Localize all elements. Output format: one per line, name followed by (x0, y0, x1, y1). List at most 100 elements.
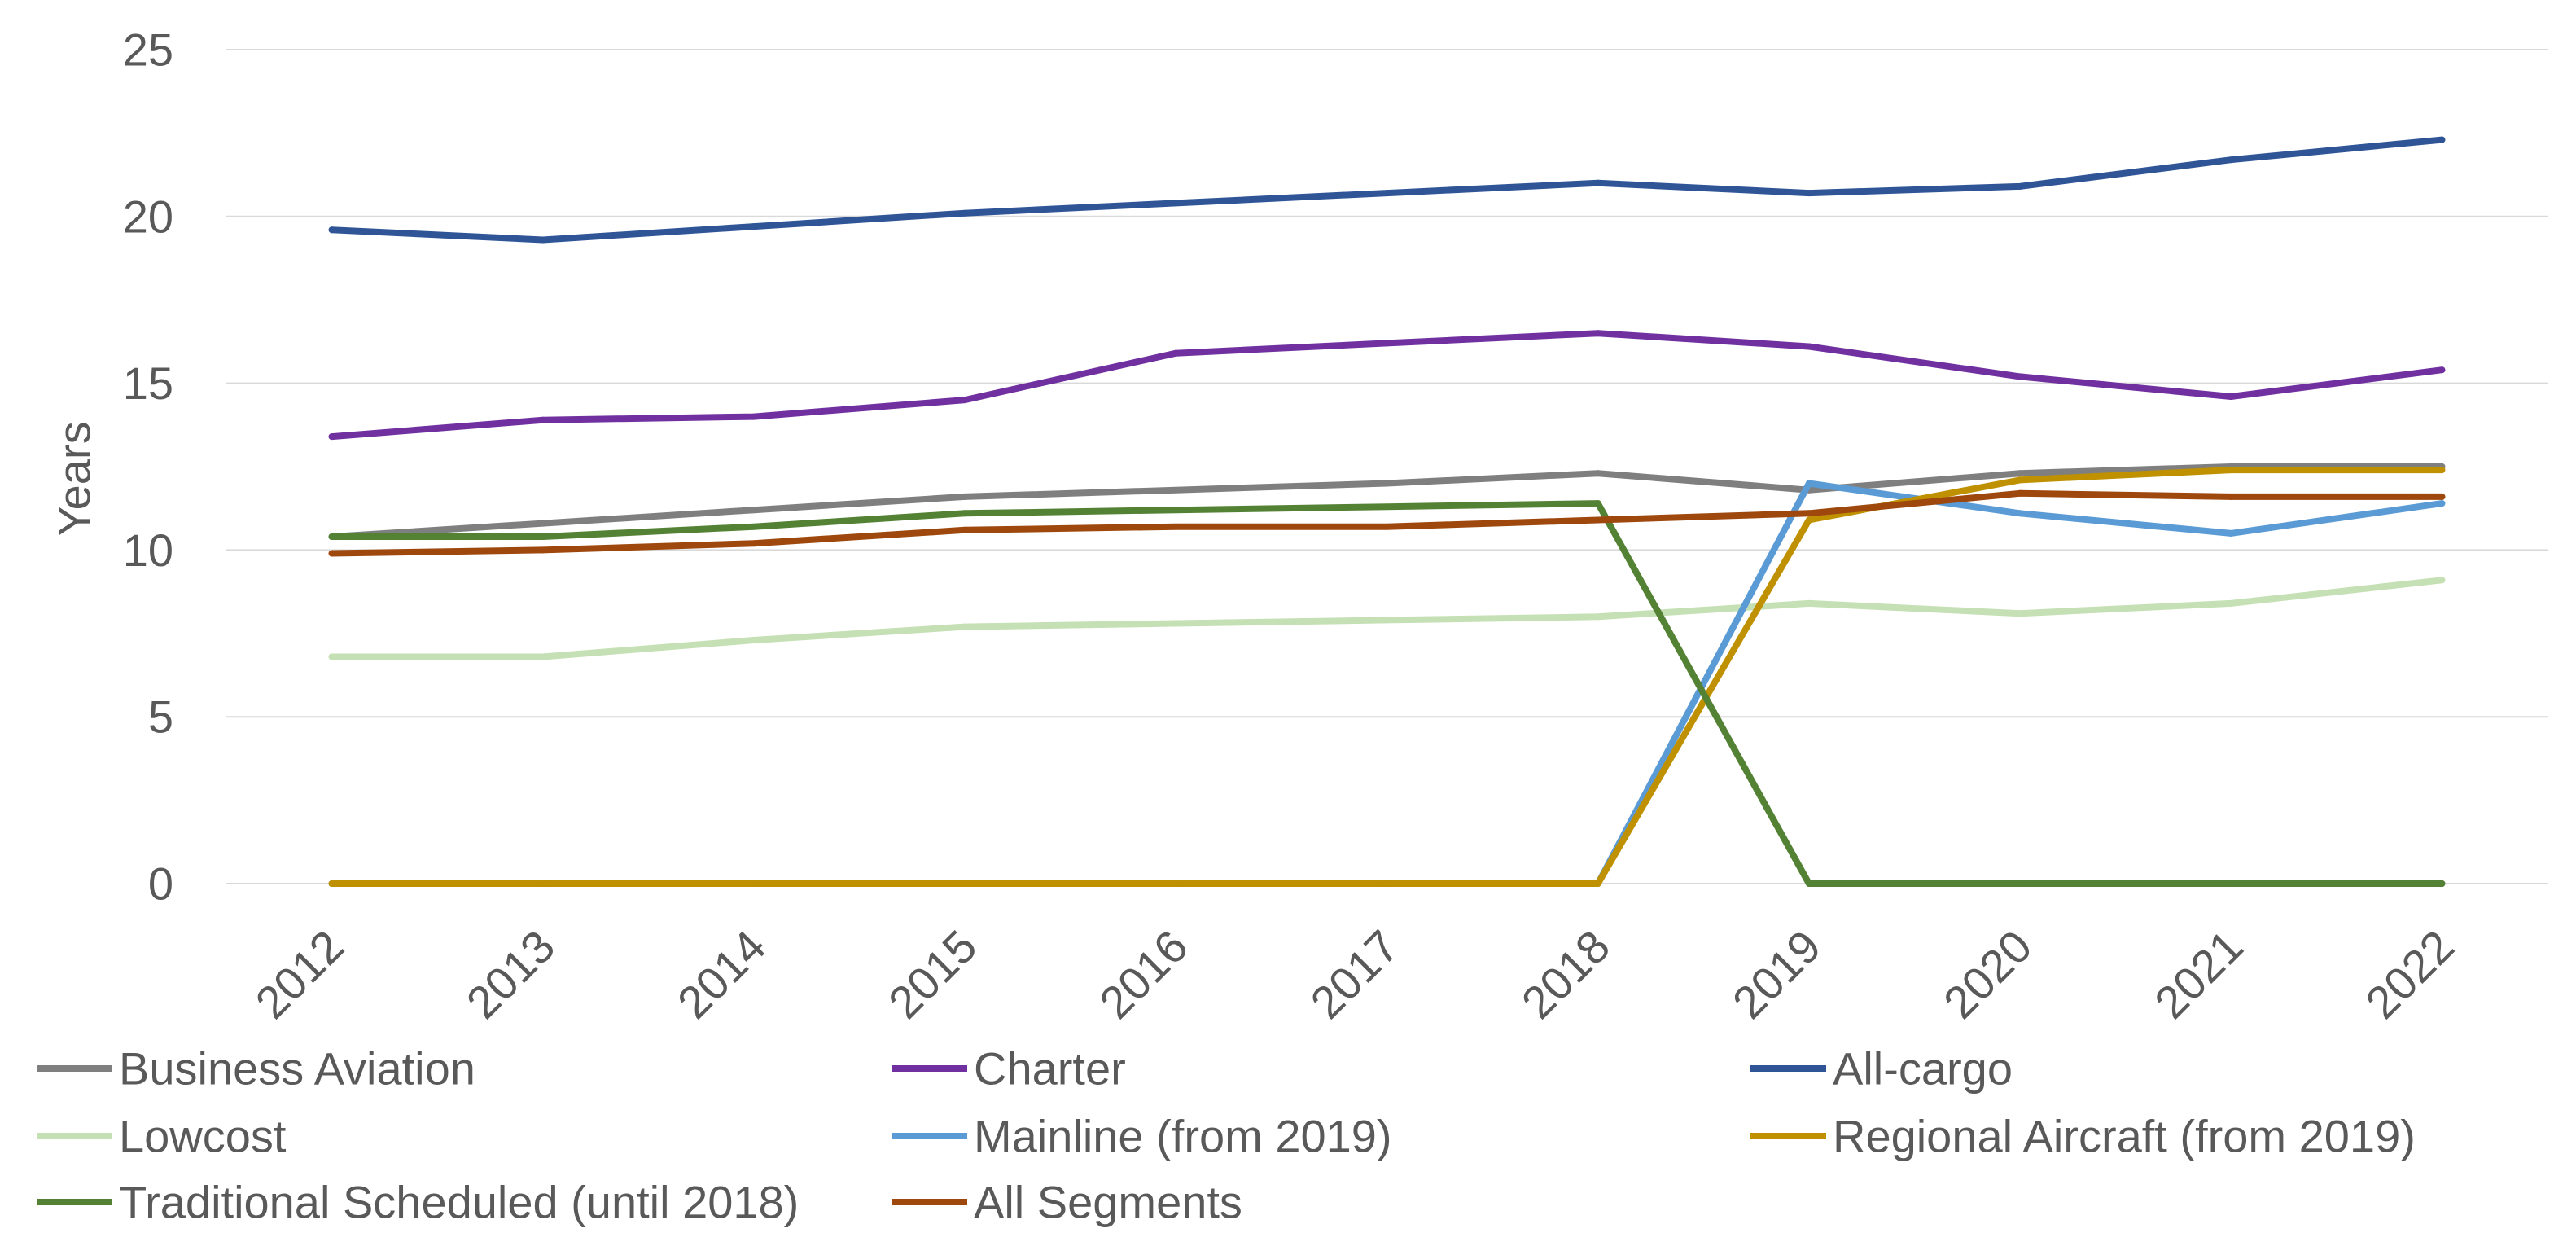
data-point-traditional-scheduled-until-2018-2014 (751, 523, 757, 530)
data-point-all-cargo-2020 (2017, 182, 2023, 190)
legend-item-all-cargo: All-cargo (1750, 1043, 2013, 1095)
legend-item-business-aviation: Business Aviation (37, 1043, 475, 1095)
series-line-charter (328, 330, 2446, 441)
data-point-mainline-from-2019-2021 (2228, 529, 2235, 537)
legend-label: Charter (974, 1043, 1126, 1095)
data-point-lowcost-2015 (962, 623, 969, 630)
data-point-all-segments-2021 (2228, 493, 2235, 500)
y-tick-label: 10 (123, 524, 173, 576)
series-line-traditional-scheduled-until-2018 (328, 500, 2446, 887)
data-point-traditional-scheduled-until-2018-2020 (2017, 880, 2023, 887)
data-point-regional-aircraft-from-2019-2012 (328, 880, 335, 887)
data-point-traditional-scheduled-until-2018-2013 (539, 533, 546, 540)
data-point-charter-2015 (962, 397, 969, 404)
data-point-charter-2014 (751, 413, 757, 420)
data-point-regional-aircraft-from-2019-2013 (539, 880, 546, 887)
y-tick-label: 15 (123, 358, 173, 409)
data-point-lowcost-2021 (2228, 599, 2235, 607)
data-point-traditional-scheduled-until-2018-2022 (2438, 880, 2446, 887)
data-point-all-cargo-2018 (1594, 179, 1601, 186)
x-tick-label: 2021 (2144, 920, 2253, 1029)
legend-label: Mainline (from 2019) (974, 1111, 1392, 1162)
series-lowcost (328, 577, 2446, 660)
legend-item-lowcost: Lowcost (37, 1111, 287, 1162)
legend-label: All-cargo (1833, 1043, 2013, 1095)
x-tick-label: 2016 (1089, 920, 1198, 1029)
x-tick-label: 2017 (1300, 920, 1408, 1029)
data-point-traditional-scheduled-until-2018-2017 (1383, 503, 1391, 511)
data-point-traditional-scheduled-until-2018-2018 (1594, 500, 1601, 507)
series-traditional-scheduled-until-2018 (328, 500, 2446, 887)
x-tick-label: 2014 (668, 920, 776, 1029)
data-point-regional-aircraft-from-2019-2017 (1383, 880, 1391, 887)
data-point-all-cargo-2015 (962, 209, 969, 217)
data-point-mainline-from-2019-2022 (2438, 500, 2446, 507)
data-point-business-aviation-2013 (539, 520, 546, 527)
data-point-lowcost-2014 (751, 637, 757, 643)
data-point-all-segments-2014 (751, 540, 757, 547)
series-line-all-cargo (328, 136, 2446, 244)
legend-label: Lowcost (119, 1111, 287, 1162)
data-point-business-aviation-2020 (2017, 470, 2023, 477)
data-point-traditional-scheduled-until-2018-2019 (1805, 880, 1812, 887)
y-tick-label: 20 (123, 191, 173, 242)
data-point-all-segments-2022 (2438, 493, 2446, 500)
series-business-aviation (328, 463, 2446, 540)
data-point-charter-2018 (1594, 330, 1601, 337)
legend-label: All Segments (974, 1177, 1242, 1228)
series-all-segments (328, 489, 2446, 557)
legend-label: Traditional Scheduled (until 2018) (119, 1177, 799, 1228)
legend: Business Aviation Charter All-cargo Lowcost… (37, 1043, 2416, 1228)
data-point-regional-aircraft-from-2019-2020 (2017, 476, 2023, 484)
data-point-all-segments-2019 (1805, 510, 1812, 517)
series-all-cargo (328, 136, 2446, 244)
y-tick-label: 5 (148, 691, 173, 743)
data-point-all-cargo-2012 (328, 226, 335, 234)
y-tick-label: 25 (123, 24, 173, 76)
legend-item-mainline-from-2019: Mainline (from 2019) (892, 1111, 1392, 1162)
data-point-lowcost-2017 (1383, 616, 1391, 624)
data-point-charter-2019 (1805, 343, 1812, 350)
data-point-all-cargo-2014 (751, 223, 757, 230)
data-point-business-aviation-2014 (751, 507, 757, 514)
data-point-all-segments-2012 (328, 550, 335, 557)
series-regional-aircraft-from-2019 (328, 467, 2446, 887)
x-tick-label: 2015 (878, 920, 987, 1029)
legend-item-all-segments: All Segments (892, 1177, 1242, 1228)
x-axis-tick-labels: 2012 2013 2014 2015 2016 2017 2018 2019 2020 2021… (245, 920, 2463, 1029)
x-tick-label: 2019 (1723, 920, 1831, 1029)
data-point-all-cargo-2017 (1383, 190, 1391, 197)
data-point-traditional-scheduled-until-2018-2012 (328, 533, 335, 540)
series-mainline-from-2019 (328, 480, 2446, 887)
data-point-lowcost-2022 (2438, 577, 2446, 584)
data-point-lowcost-2012 (328, 653, 335, 660)
data-point-mainline-from-2019-2019 (1805, 480, 1812, 487)
legend-label: Regional Aircraft (from 2019) (1833, 1111, 2416, 1162)
x-tick-label: 2022 (2355, 920, 2464, 1029)
data-point-lowcost-2016 (1172, 620, 1180, 627)
data-point-traditional-scheduled-until-2018-2016 (1172, 507, 1180, 514)
data-point-all-cargo-2022 (2438, 136, 2446, 143)
x-tick-label: 2018 (1512, 920, 1620, 1029)
data-point-charter-2021 (2228, 393, 2235, 400)
data-point-regional-aircraft-from-2019-2022 (2438, 467, 2446, 474)
data-point-regional-aircraft-from-2019-2014 (751, 880, 757, 887)
data-point-business-aviation-2016 (1172, 486, 1180, 494)
x-tick-label: 2013 (457, 920, 565, 1029)
data-point-charter-2013 (539, 416, 546, 423)
data-point-charter-2016 (1172, 349, 1180, 357)
data-point-charter-2017 (1383, 340, 1391, 347)
data-point-lowcost-2013 (539, 653, 546, 660)
y-tick-label: 0 (148, 858, 173, 910)
legend-item-charter: Charter (892, 1043, 1126, 1095)
y-axis-title: Years (49, 421, 100, 536)
data-point-lowcost-2020 (2017, 610, 2023, 617)
data-point-all-segments-2015 (962, 526, 969, 533)
series-lines (328, 136, 2446, 887)
series-line-mainline-from-2019 (328, 480, 2446, 887)
data-point-all-cargo-2013 (539, 236, 546, 244)
data-point-charter-2020 (2017, 373, 2023, 380)
data-point-all-cargo-2021 (2228, 156, 2235, 164)
data-point-all-cargo-2016 (1172, 200, 1180, 207)
data-point-all-segments-2020 (2017, 489, 2023, 497)
